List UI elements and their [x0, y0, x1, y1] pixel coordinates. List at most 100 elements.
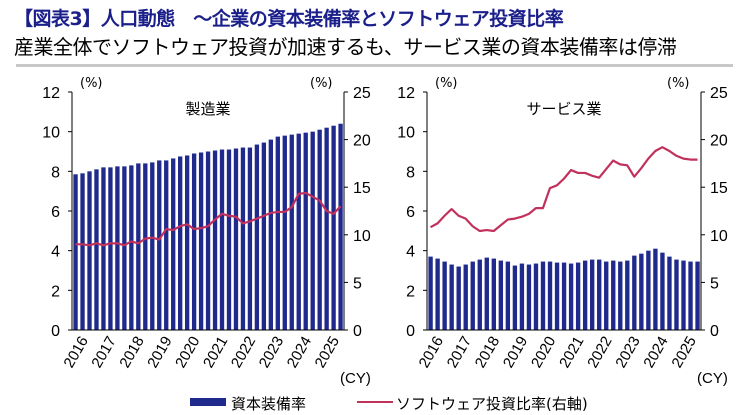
- bar: [303, 132, 308, 330]
- bar: [646, 250, 651, 330]
- x-tick-label: 2022: [584, 334, 615, 371]
- y-tick-label: 6: [406, 204, 415, 221]
- legend-line-label: ソフトウェア投資比率(右軸): [396, 395, 588, 413]
- legend: 資本装備率 ソフトウェア投資比率(右軸): [190, 395, 588, 413]
- bar: [184, 155, 190, 330]
- y-tick-label: 12: [42, 85, 60, 102]
- y-tick-label: 10: [397, 125, 415, 142]
- x-tick-label: 2016: [61, 334, 92, 371]
- left-unit-label: (%): [435, 76, 458, 91]
- y2-tick-label: 15: [353, 180, 371, 197]
- series-line: [75, 191, 342, 247]
- bar: [695, 261, 700, 330]
- bar: [484, 257, 489, 330]
- y2-tick-label: 10: [353, 228, 371, 245]
- bar: [115, 166, 120, 330]
- bar: [212, 150, 218, 330]
- x-tick-label: 2022: [228, 334, 259, 371]
- bar: [178, 156, 183, 330]
- bar: [456, 266, 461, 330]
- y2-tick-label: 15: [710, 180, 728, 197]
- legend-bar-label: 資本装備率: [231, 395, 306, 413]
- y-tick-label: 2: [51, 283, 60, 300]
- bar: [338, 123, 343, 330]
- bar: [268, 139, 274, 330]
- bar: [540, 261, 546, 330]
- y2-tick-label: 10: [710, 228, 728, 245]
- y2-tick-label: 20: [353, 133, 371, 150]
- bar: [632, 255, 637, 330]
- y-tick-label: 0: [406, 323, 415, 340]
- y2-tick-label: 5: [353, 275, 362, 292]
- x-tick-label: 2016: [416, 334, 447, 371]
- y2-tick-label: 25: [353, 85, 371, 102]
- bar: [568, 263, 574, 330]
- bar: [618, 261, 623, 330]
- x-tick-label: 2020: [528, 334, 559, 371]
- bar: [449, 264, 454, 330]
- right-unit-label: (%): [667, 76, 690, 91]
- bar: [296, 133, 301, 330]
- bar: [282, 135, 287, 330]
- bar: [219, 149, 225, 330]
- left-unit-label: (%): [80, 76, 103, 91]
- bar: [254, 144, 260, 330]
- bar: [667, 256, 672, 330]
- bar: [94, 169, 99, 330]
- bar: [554, 262, 560, 330]
- bar: [233, 148, 239, 330]
- panel-title: サービス業: [526, 100, 601, 118]
- bar: [87, 171, 92, 330]
- bar: [205, 151, 211, 330]
- bar: [611, 260, 616, 330]
- x-tick-label: 2020: [172, 334, 203, 371]
- bar: [435, 258, 440, 330]
- bar: [442, 261, 447, 330]
- y-tick-label: 2: [406, 283, 415, 300]
- x-tick-label: 2024: [640, 334, 671, 371]
- bar: [681, 260, 686, 330]
- x-tick-label: 2025: [312, 334, 343, 371]
- y-tick-label: 10: [42, 125, 60, 142]
- right-unit-label: (%): [310, 76, 333, 91]
- x-unit-label: (CY): [697, 370, 728, 387]
- bar: [226, 149, 232, 330]
- bar: [470, 261, 475, 330]
- y-tick-label: 8: [406, 164, 415, 181]
- bar: [240, 147, 246, 330]
- bar: [73, 174, 78, 330]
- bar: [198, 152, 204, 330]
- bar: [317, 129, 322, 330]
- bar: [512, 265, 518, 330]
- bar: [533, 263, 539, 330]
- legend-bar-swatch: [190, 398, 226, 406]
- bar: [604, 261, 609, 330]
- bar: [324, 127, 329, 330]
- bar: [519, 263, 525, 330]
- y-tick-label: 4: [406, 244, 415, 261]
- bar: [625, 260, 630, 330]
- y2-tick-label: 20: [710, 133, 728, 150]
- bar: [136, 163, 141, 330]
- x-tick-label: 2017: [444, 334, 475, 371]
- bar: [289, 134, 294, 330]
- x-tick-label: 2017: [88, 334, 119, 371]
- bar: [164, 160, 169, 330]
- bar: [108, 167, 113, 330]
- bar: [589, 259, 595, 330]
- x-tick-label: 2021: [200, 334, 231, 371]
- y2-tick-label: 0: [710, 323, 719, 340]
- bar: [477, 259, 482, 330]
- divider: [16, 64, 733, 67]
- bar: [157, 160, 162, 330]
- x-tick-label: 2019: [500, 334, 531, 371]
- bar: [660, 252, 665, 330]
- y-tick-label: 4: [51, 244, 60, 261]
- bar: [428, 256, 433, 330]
- bar: [275, 136, 280, 330]
- bar: [171, 158, 176, 330]
- x-tick-label: 2019: [144, 334, 175, 371]
- y2-tick-label: 25: [710, 85, 728, 102]
